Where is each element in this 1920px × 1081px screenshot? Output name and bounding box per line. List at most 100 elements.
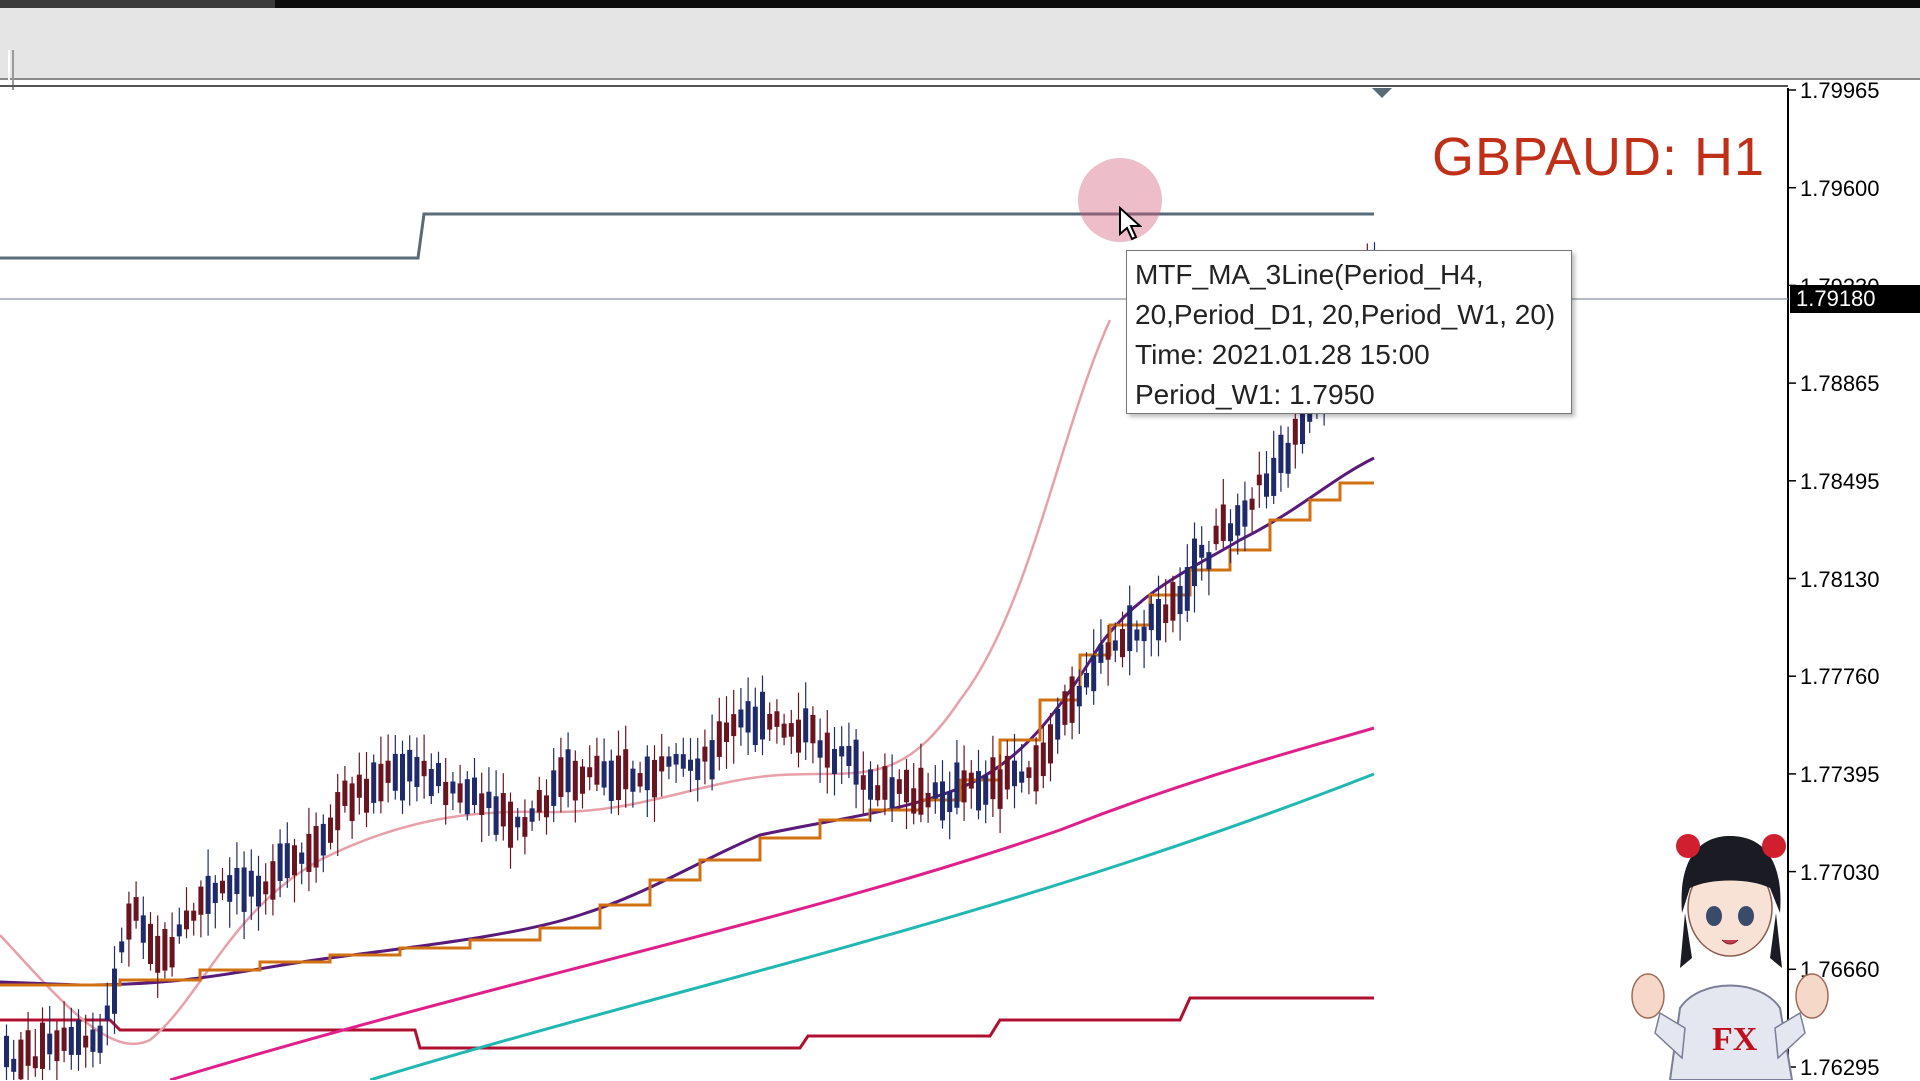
candle-body: [580, 766, 585, 794]
candle-body: [1285, 442, 1291, 474]
candle-body: [738, 709, 744, 728]
candle-body: [284, 843, 290, 879]
candle-body: [256, 875, 261, 907]
candle-body: [824, 732, 830, 768]
candle-body: [983, 775, 989, 805]
candle-body: [421, 760, 427, 777]
candle-body: [97, 1025, 103, 1053]
candle-body: [544, 795, 549, 818]
candle-body: [392, 753, 398, 791]
candle-body: [148, 923, 153, 964]
candle-body: [500, 793, 506, 827]
candle-body: [234, 867, 240, 894]
price-label-7: 1.77760: [1800, 664, 1880, 689]
candle-body: [637, 773, 643, 787]
candle-body: [112, 968, 117, 1014]
candle-body: [1213, 525, 1219, 545]
candle-body: [709, 740, 715, 780]
candle-body: [1076, 685, 1082, 707]
candle-body: [846, 745, 852, 766]
candle-body: [594, 755, 600, 785]
candle-body: [1228, 523, 1233, 542]
candle-body: [565, 749, 571, 793]
candle-body: [486, 791, 492, 809]
candle-body: [925, 792, 931, 808]
candle-body: [673, 753, 679, 765]
ma-teal-line: [369, 772, 1375, 1080]
candle-body: [911, 788, 917, 814]
candle-body: [306, 833, 312, 872]
current-price-badge: 1.79180: [1790, 285, 1920, 313]
candle-body: [54, 1030, 60, 1062]
candle-body: [702, 746, 708, 762]
candle-body: [263, 881, 269, 895]
candle-body: [644, 756, 650, 791]
candle-body: [1148, 603, 1154, 631]
candle-body: [493, 796, 499, 835]
candle-body: [25, 1030, 31, 1066]
candle-body: [839, 746, 845, 757]
candle-body: [1105, 642, 1111, 660]
price-label-8: 1.77395: [1800, 762, 1880, 787]
candle-body: [904, 769, 909, 803]
candle-body: [947, 791, 953, 813]
candle-body: [176, 924, 182, 937]
candle-body: [472, 777, 477, 805]
candle-body: [760, 691, 765, 740]
chart-title: GBPAUD: H1: [1432, 127, 1766, 187]
candle-body: [119, 941, 125, 953]
candle-body: [1271, 457, 1277, 496]
candle-body: [968, 772, 974, 789]
candle-body: [248, 870, 254, 897]
candle-body: [400, 753, 405, 801]
ma-d1-line: [0, 996, 1374, 1050]
price-label-4: 1.78865: [1800, 371, 1880, 396]
price-label-5: 1.78495: [1800, 469, 1880, 494]
candle-body: [1134, 629, 1140, 641]
candle-body: [745, 701, 751, 733]
candle-body: [11, 1058, 17, 1072]
candle-body: [875, 785, 881, 801]
tooltip-value: Period_W1: 1.7950: [1135, 379, 1375, 410]
candle-body: [140, 915, 146, 943]
candle-body: [666, 756, 672, 767]
candle-body: [990, 757, 996, 800]
mascot-badge-text: FX: [1712, 1021, 1758, 1058]
candle-body: [680, 754, 686, 769]
candle-body: [932, 782, 938, 799]
candle-body: [364, 778, 369, 813]
candle-body: [623, 749, 629, 790]
chart-shift-marker-icon[interactable]: [1372, 88, 1392, 98]
candle-body: [198, 886, 204, 915]
candle-body: [277, 843, 283, 881]
ma-magenta-line: [169, 726, 1375, 1080]
candle-body: [695, 758, 701, 781]
candle-body: [335, 792, 341, 831]
tooltip-indicator-params: 20,Period_D1, 20,Period_W1, 20): [1135, 299, 1556, 330]
candle-body: [1019, 771, 1025, 783]
toolbar-grip[interactable]: [8, 50, 14, 90]
candle-body: [1026, 767, 1032, 778]
candle-body: [1300, 403, 1305, 445]
candle-body: [788, 723, 794, 737]
candle-body: [313, 825, 319, 868]
tooltip-indicator-name: MTF_MA_3Line(Period_H4,: [1135, 259, 1484, 290]
candle-body: [32, 1056, 38, 1069]
candle-body: [601, 761, 607, 788]
candle-body: [1278, 434, 1284, 473]
candle-body: [918, 767, 924, 815]
candle-body: [1192, 538, 1197, 587]
ma-pink-line: [0, 319, 1112, 1046]
price-axis-ticks: [1788, 89, 1796, 1068]
candle-body: [1292, 418, 1298, 445]
candle-body: [83, 1035, 89, 1048]
candle-body: [1098, 644, 1104, 663]
candle-body: [896, 779, 902, 794]
window-tab[interactable]: [0, 0, 275, 8]
candle-body: [1170, 582, 1176, 621]
candle-body: [1141, 626, 1147, 642]
candle-body: [1177, 585, 1183, 615]
candle-body: [796, 719, 801, 753]
candle-body: [652, 759, 657, 798]
candle-body: [522, 817, 528, 837]
